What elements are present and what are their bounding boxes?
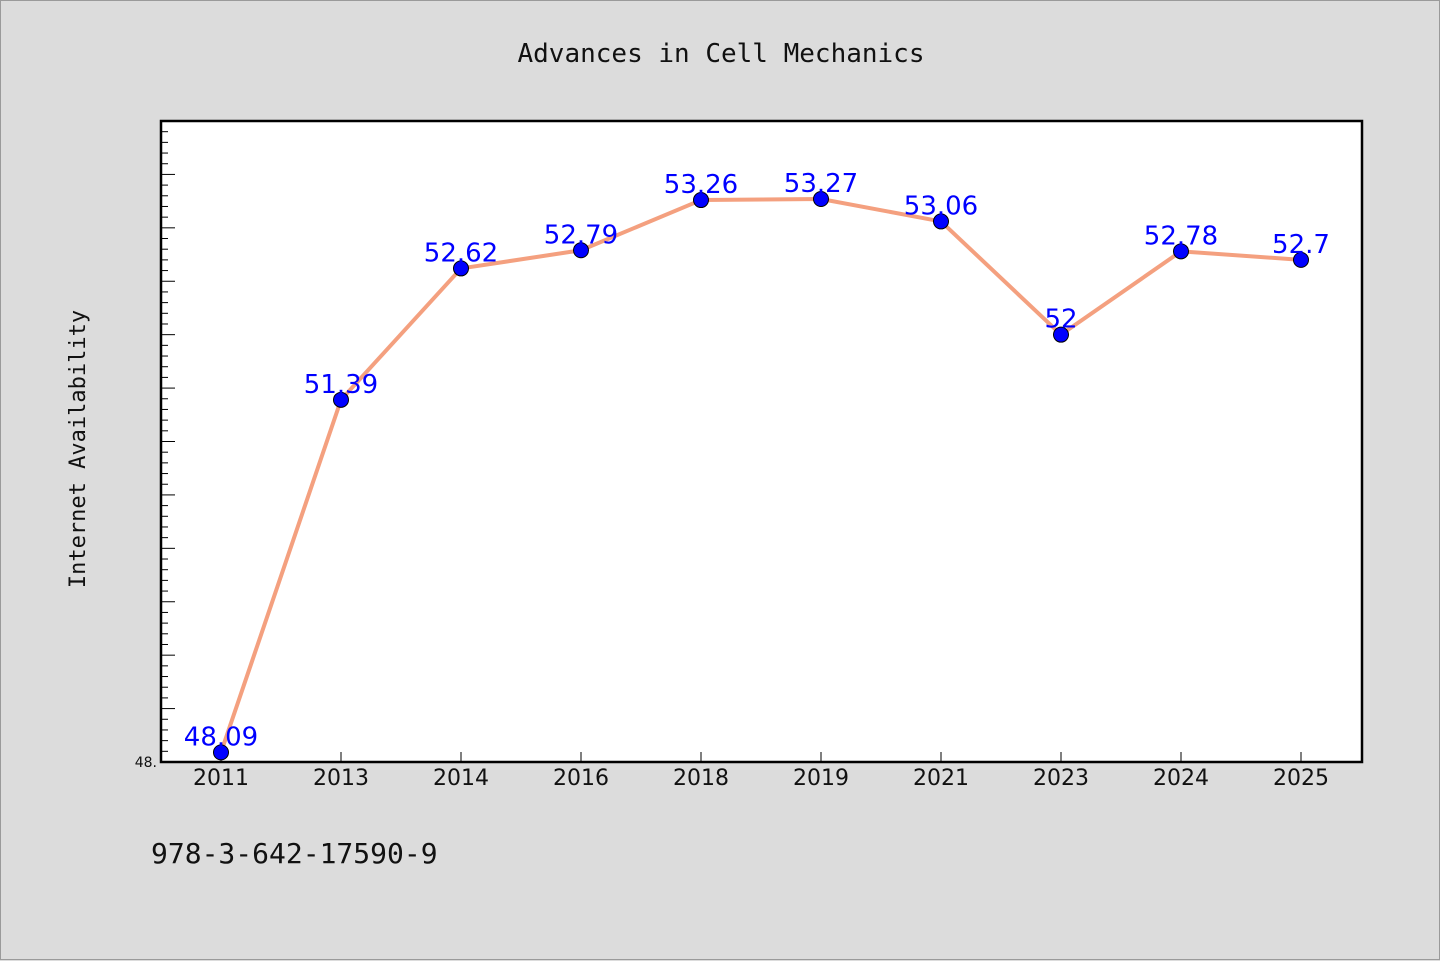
data-point	[1173, 243, 1189, 260]
chart-title: Advances in Cell Mechanics	[518, 39, 925, 69]
x-tick-label: 2025	[1273, 766, 1329, 791]
data-label: 52.78	[1144, 221, 1218, 251]
data-point	[1053, 326, 1069, 343]
x-tick-label: 2013	[313, 766, 369, 791]
series-layer: 48.09 51.39 52.62 52.79 53.26 53.27 53.06 52 52.…	[184, 169, 1330, 761]
x-axis-ticks: 2011 2013 2014 2016 2018 2019 2021 2023 2024 2025	[193, 752, 1329, 791]
data-point	[933, 213, 949, 230]
data-label: 48.09	[184, 722, 258, 752]
y-axis-label: Internet Availability	[66, 310, 91, 588]
data-label: 53.06	[904, 191, 978, 221]
series-line	[219, 196, 1303, 755]
x-tick-label: 2019	[793, 766, 849, 791]
y-axis-ticks: 48.	[135, 120, 175, 771]
data-label: 53.27	[784, 169, 858, 199]
data-point	[333, 391, 349, 408]
data-label: 52.79	[544, 220, 618, 250]
data-point	[813, 190, 829, 207]
data-label: 51.39	[304, 370, 378, 400]
y-tick-label: 48.	[135, 755, 157, 771]
x-tick-label: 2018	[673, 766, 729, 791]
x-tick-label: 2023	[1033, 766, 1089, 791]
data-label: 52.7	[1272, 230, 1330, 260]
plot-area	[159, 119, 1364, 764]
data-point	[693, 192, 709, 209]
data-point	[213, 744, 229, 761]
x-tick-label: 2016	[553, 766, 609, 791]
data-point	[453, 260, 469, 277]
x-tick-label: 2021	[913, 766, 969, 791]
x-tick-label: 2024	[1153, 766, 1209, 791]
data-point	[1293, 251, 1309, 268]
isbn-footer: 978-3-642-17590-9	[151, 837, 438, 870]
data-label: 52	[1044, 305, 1077, 335]
data-label: 52.62	[424, 238, 498, 268]
data-point	[573, 242, 589, 259]
x-tick-label: 2011	[193, 766, 249, 791]
data-label: 53.26	[664, 170, 738, 200]
x-tick-label: 2014	[433, 766, 489, 791]
